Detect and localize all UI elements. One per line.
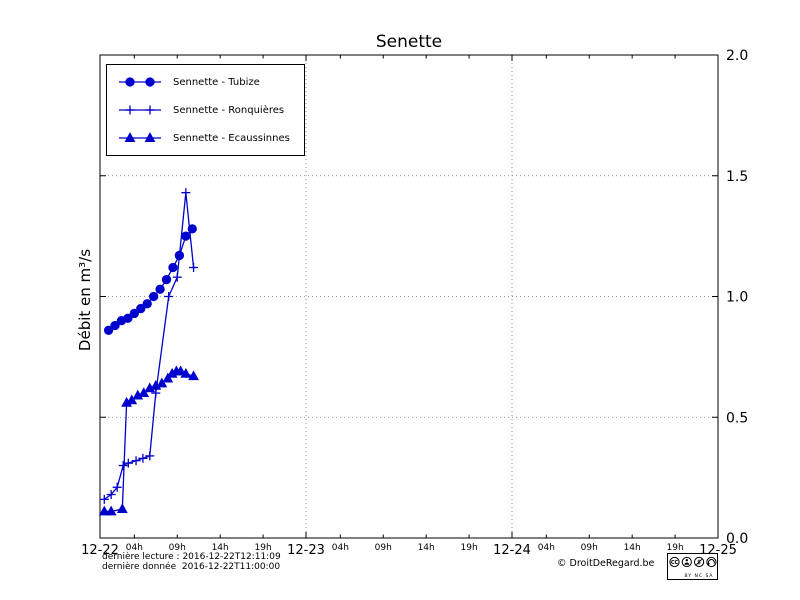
person-head — [685, 559, 688, 562]
copyright-text: © DroitDeRegard.be — [557, 558, 655, 569]
y-tick-label: 1.0 — [726, 290, 748, 306]
share-arrow — [707, 559, 715, 564]
y-tick-label: 2.0 — [726, 48, 748, 64]
person-body — [684, 562, 690, 565]
non-commercial-icon — [694, 556, 705, 568]
attribution-icon — [681, 556, 692, 568]
x-hour-label: 14h — [212, 543, 229, 553]
legend-marker-circle-icon — [119, 77, 161, 87]
x-hour-label: 14h — [418, 543, 435, 553]
legend: Sennette - Tubize Sennette - Ronquières … — [106, 64, 305, 156]
legend-item-tubize: Sennette - Tubize — [117, 74, 290, 90]
x-hour-label: 19h — [255, 543, 272, 553]
last-reading-text: dernière lecture : 2016-12-22T12:11:09 — [102, 552, 281, 562]
x-day-label: 12-22 — [81, 543, 119, 558]
dollar-glyph: $ — [697, 559, 701, 566]
gridlines — [100, 55, 718, 538]
last-data-text: dernière donnée 2016-12-22T11:00:00 — [102, 562, 281, 572]
legend-item-ronquieres: Sennette - Ronquières — [117, 102, 290, 118]
x-hour-label: 04h — [126, 543, 143, 553]
chart-title: Senette — [375, 32, 443, 52]
legend-label: Sennette - Tubize — [173, 76, 260, 88]
axis-ticks — [99, 54, 719, 539]
x-day-label: 12-24 — [493, 543, 531, 558]
x-hour-label: 04h — [332, 543, 349, 553]
cc-letters: CC — [671, 560, 679, 566]
x-hour-label: 09h — [581, 543, 598, 553]
cc-license-badge[interactable]: CC $ BY NC SA — [667, 553, 718, 580]
x-hour-label: 14h — [624, 543, 641, 553]
share-alike-icon — [706, 556, 717, 568]
series-circle — [103, 224, 197, 335]
cc-icon — [669, 556, 680, 568]
x-hour-label: 19h — [667, 543, 684, 553]
series-plus — [99, 188, 199, 504]
legend-item-ecaussinnes: Sennette - Ecaussinnes — [117, 130, 290, 146]
x-hour-label: 19h — [461, 543, 478, 553]
y-tick-label: 1.5 — [726, 169, 748, 185]
x-hour-label: 04h — [538, 543, 555, 553]
dollar-slash — [696, 558, 703, 566]
legend-label: Sennette - Ronquières — [173, 104, 285, 116]
cc-license-icon: CC $ BY NC SA — [669, 556, 717, 579]
share-arrow-head — [707, 563, 710, 566]
legend-marker-triangle-icon — [119, 132, 161, 142]
x-day-label: 12-23 — [287, 543, 325, 558]
legend-label: Sennette - Ecaussinnes — [173, 132, 290, 144]
x-hour-label: 09h — [375, 543, 392, 553]
legend-marker-plus-icon — [119, 105, 161, 115]
y-tick-label: 0.5 — [726, 410, 748, 426]
license-letters: BY NC SA — [685, 573, 714, 579]
x-hour-label: 09h — [169, 543, 186, 553]
y-tick-label: 0.0 — [726, 531, 748, 547]
series-triangle — [98, 365, 199, 516]
